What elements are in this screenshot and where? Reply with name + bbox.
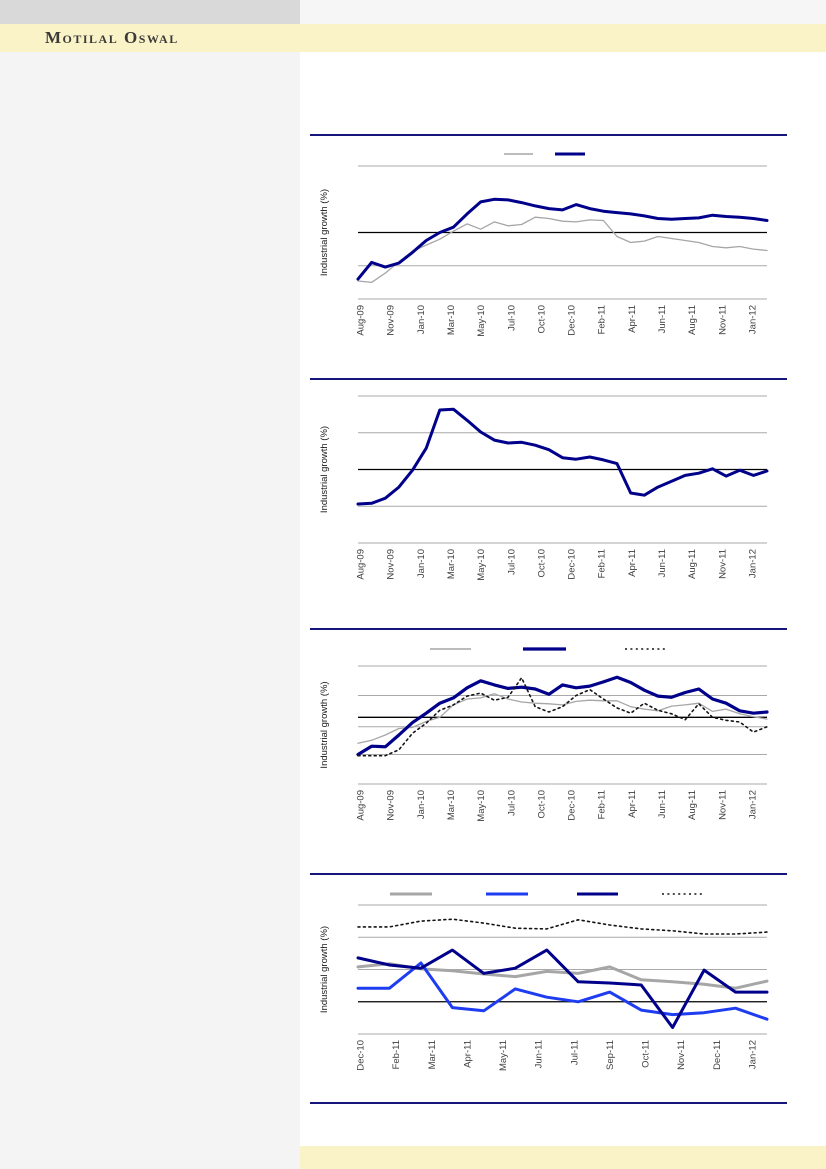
chart3-x-tick-label: Mar-10 — [446, 790, 457, 820]
chart2-x-tick-label: Jan-12 — [748, 549, 759, 578]
chart3-x-tick-label: Oct-10 — [536, 790, 547, 819]
chart1-x-tick-label: Nov-09 — [386, 305, 397, 336]
chart2-x-tick-label: Nov-11 — [717, 549, 728, 579]
chart-2: Industrial growth (%) Aug-09 Nov-09 Jan-10 M… — [319, 395, 769, 581]
chart3-x-tick-label: Apr-11 — [627, 790, 638, 818]
chart3-x-tick-label: Jan-12 — [748, 790, 759, 819]
chart3-x-tick-label: Nov-11 — [717, 790, 728, 820]
chart4-top-rule — [310, 873, 787, 875]
chart2-x-tick-label: Aug-09 — [356, 549, 367, 580]
chart4-x-tick-label: Sep-11 — [605, 1040, 616, 1070]
chart3-x-tick-label: Nov-09 — [386, 790, 397, 821]
chart2-x-tick-label: Nov-09 — [386, 549, 397, 580]
chart4-x-tick-label: Dec-10 — [356, 1040, 367, 1071]
chart1-top-rule — [310, 134, 787, 136]
brand-logo-text: Motilal Oswal — [45, 28, 179, 47]
chart4-x-tick-label: Feb-11 — [391, 1040, 402, 1069]
chart2-x-tick-label: Oct-10 — [536, 549, 547, 578]
chart3-gray-line — [357, 693, 768, 744]
chart1-x-tick-label: Oct-10 — [536, 305, 547, 334]
chart4-black-dotted-line — [357, 918, 768, 935]
chart3-top-rule — [310, 628, 787, 630]
chart4-x-tick-label: Oct-11 — [641, 1040, 652, 1068]
chart4-x-tick-label: Jul-11 — [569, 1040, 580, 1065]
chart1-x-tick-label: Apr-11 — [627, 305, 638, 333]
chart2-x-tick-label: Aug-11 — [687, 549, 698, 579]
chart1-x-tick-label: Dec-10 — [567, 305, 578, 336]
chart3-x-tick-label: May-10 — [476, 790, 487, 822]
chart3-x-tick-label: Jan-10 — [416, 790, 427, 819]
chart4-x-tick-label: Jun-11 — [534, 1040, 545, 1068]
chart3-x-tick-label: Jul-10 — [506, 790, 517, 816]
chart3-y-axis-title: Industrial growth (%) — [319, 681, 330, 768]
chart-4: Industrial growth (%) Dec-10 Feb-11 Mar-11 A… — [319, 892, 769, 1071]
chart4-x-tick-label: Mar-11 — [427, 1040, 438, 1069]
chart2-navy-line — [356, 407, 769, 506]
chart1-x-tick-label: May-10 — [476, 305, 487, 337]
chart4-x-tick-label: Apr-11 — [462, 1040, 473, 1068]
chart4-x-tick-label: May-11 — [498, 1040, 509, 1071]
chart1-x-tick-label: Nov-11 — [717, 305, 728, 335]
chart1-y-axis-title: Industrial growth (%) — [319, 189, 330, 276]
chart1-x-tick-label: Feb-11 — [597, 305, 608, 334]
chart-3: Industrial growth (%) Aug-09 Nov-09 Jan-10 M… — [319, 647, 769, 822]
chart2-y-axis-title: Industrial growth (%) — [319, 426, 330, 513]
chart4-y-axis-title: Industrial growth (%) — [319, 926, 330, 1013]
chart1-navy-line — [356, 197, 769, 281]
brand-band: Motilal Oswal — [0, 24, 826, 52]
chart3-x-tick-label: Aug-11 — [687, 790, 698, 820]
chart1-x-tick-label: Jun-11 — [657, 305, 668, 333]
chart3-x-tick-label: Dec-10 — [567, 790, 578, 821]
chart3-navy-line — [356, 675, 769, 757]
chart-1: Industrial growth (%) Aug-09 Nov-09 Jan-10 M… — [319, 152, 769, 337]
chart2-x-tick-label: May-10 — [476, 549, 487, 581]
chart2-x-tick-label: Dec-10 — [567, 549, 578, 580]
chart2-x-tick-label: Jan-10 — [416, 549, 427, 578]
chart4-x-tick-label: Dec-11 — [712, 1040, 723, 1070]
chart4-blue-line — [356, 961, 769, 1021]
chart2-top-rule — [310, 378, 787, 380]
chart3-black-dotted-line — [357, 676, 768, 757]
top-gray-bar — [0, 0, 300, 24]
chart4-x-tick-label: Jan-12 — [748, 1040, 759, 1069]
chart2-x-tick-label: Jul-10 — [506, 549, 517, 575]
chart2-x-tick-label: Apr-11 — [627, 549, 638, 577]
chart1-x-tick-label: Jan-10 — [416, 305, 427, 334]
chart1-x-tick-label: Aug-09 — [356, 305, 367, 336]
chart3-x-tick-label: Feb-11 — [597, 790, 608, 819]
chart4-navy-line — [356, 948, 769, 1029]
chart1-x-tick-label: Aug-11 — [687, 305, 698, 335]
left-content-panel — [0, 52, 300, 1169]
chart4-x-tick-label: Nov-11 — [676, 1040, 687, 1070]
chart2-x-tick-label: Jun-11 — [657, 549, 668, 577]
charts-bottom-rule — [310, 1102, 787, 1104]
chart1-x-tick-label: Jan-12 — [748, 305, 759, 334]
chart2-x-tick-label: Feb-11 — [597, 549, 608, 578]
chart2-x-tick-label: Mar-10 — [446, 549, 457, 579]
bottom-yellow-band — [300, 1146, 826, 1169]
chart1-x-tick-label: Jul-10 — [506, 305, 517, 331]
chart1-x-tick-label: Mar-10 — [446, 305, 457, 335]
chart3-x-tick-label: Aug-09 — [356, 790, 367, 821]
chart1-gray-line — [357, 216, 768, 284]
top-right-strip — [300, 0, 826, 24]
chart3-x-tick-label: Jun-11 — [657, 790, 668, 818]
